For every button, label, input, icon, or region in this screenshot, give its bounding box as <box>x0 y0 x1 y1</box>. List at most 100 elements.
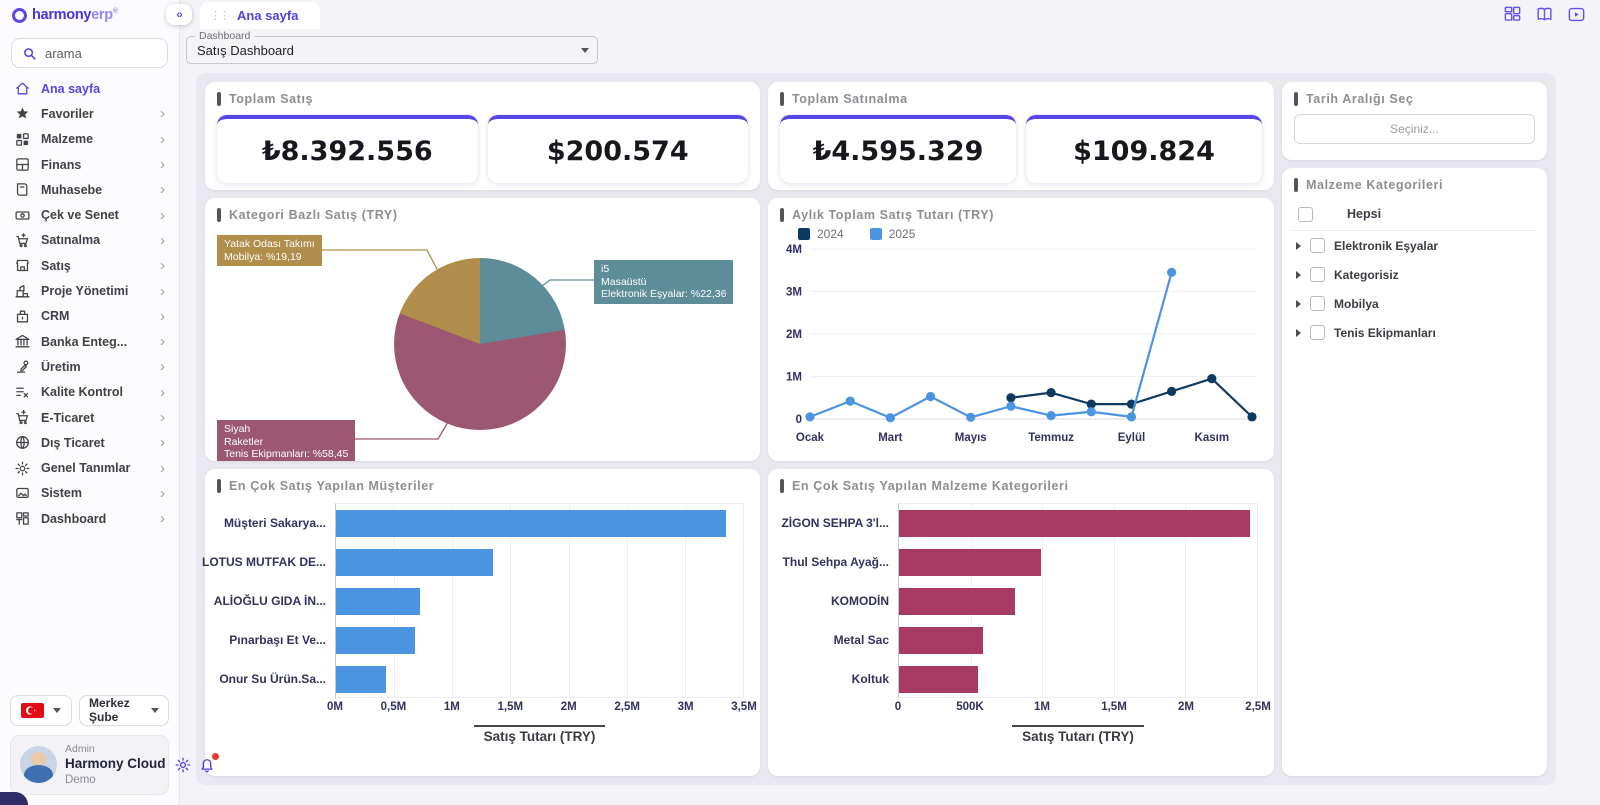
sidebar-item-label: Üretim <box>41 359 81 374</box>
card-accent-bar <box>217 92 221 106</box>
bar[interactable] <box>899 588 1015 615</box>
bar-label: Thul Sehpa Ayağ... <box>782 554 889 569</box>
dashboard-select[interactable]: Dashboard Satış Dashboard <box>186 30 598 64</box>
pie-label-tenis: Siyah Raketler Tenis Ekipmanları: %58,45 <box>217 420 356 461</box>
tab-label: Ana sayfa <box>237 8 299 23</box>
card-title: Toplam Satınalma <box>792 92 908 106</box>
expand-caret-icon[interactable] <box>1296 241 1301 250</box>
sidebar-item-muhasebe[interactable]: Muhasebe › <box>8 177 171 202</box>
turkish-flag-icon <box>20 702 44 718</box>
sidebar-item-label: Satınalma <box>41 233 101 248</box>
bar-label: LOTUS MUTFAK DE... <box>202 554 326 569</box>
expand-caret-icon[interactable] <box>1296 270 1301 279</box>
checkbox[interactable] <box>1298 206 1313 222</box>
sidebar-search[interactable] <box>11 38 168 68</box>
svg-text:1M: 1M <box>786 372 802 384</box>
sidebar-item-ek-ve-senet[interactable]: Çek ve Senet › <box>8 202 171 227</box>
category-label: Tenis Ekipmanları <box>1334 325 1436 340</box>
expand-caret-icon[interactable] <box>1296 299 1301 308</box>
sidebar-collapse-button[interactable]: ‹› <box>166 4 192 25</box>
bar[interactable] <box>336 666 387 693</box>
checkbox[interactable] <box>1310 296 1325 311</box>
category-all-row[interactable]: Hepsi <box>1292 198 1537 231</box>
tab-ana-sayfa[interactable]: ⋮⋮ Ana sayfa <box>200 2 321 29</box>
bar-label: Onur Su Ürün.Sa... <box>219 671 326 686</box>
store-icon <box>14 257 31 274</box>
sidebar-item-label: Genel Tanımlar <box>41 461 131 476</box>
pie-chart[interactable] <box>394 258 566 430</box>
bar-label: Müşteri Sakarya... <box>223 515 326 530</box>
x-tick: 0 <box>894 701 902 713</box>
x-axis-label: Satış Tutarı (TRY) <box>898 725 1258 746</box>
chevron-right-icon: › <box>160 231 165 249</box>
user-card[interactable]: Admin Harmony Cloud Demo <box>10 734 219 795</box>
bar[interactable] <box>899 666 978 693</box>
sidebar-item-ana-sayfa[interactable]: Ana sayfa <box>8 76 171 101</box>
finance-icon <box>14 156 31 173</box>
pie-label-mobilya: Yatak Odası Takımı Mobilya: %19,19 <box>217 235 322 267</box>
bar[interactable] <box>336 510 726 537</box>
sidebar-item-malzeme[interactable]: Malzeme › <box>8 127 171 152</box>
svg-text:Temmuz: Temmuz <box>1028 432 1074 444</box>
sidebar-item-label: Banka Enteg... <box>41 334 128 349</box>
sidebar-item-genel-tan-mlar[interactable]: Genel Tanımlar › <box>8 455 171 480</box>
expand-caret-icon[interactable] <box>1296 328 1301 337</box>
sidebar-item-label: Finans <box>41 157 82 172</box>
bar[interactable] <box>899 510 1250 537</box>
kpi-try-value: ₺8.392.556 <box>217 115 478 183</box>
x-tick: 0M <box>327 701 343 713</box>
widgets-icon[interactable] <box>1503 5 1522 24</box>
checkbox[interactable] <box>1310 267 1325 282</box>
x-tick: 2,5M <box>1245 701 1271 713</box>
sidebar-item-retim[interactable]: Üretim › <box>8 354 171 379</box>
tab-strip: ⋮⋮ Ana sayfa <box>181 0 1600 29</box>
sidebar-item-sat-nalma[interactable]: Satınalma › <box>8 228 171 253</box>
bar[interactable] <box>336 588 420 615</box>
notification-dot <box>211 752 219 760</box>
notifications-bell-icon[interactable] <box>198 752 219 774</box>
bar[interactable] <box>899 627 984 654</box>
date-range-input[interactable] <box>1294 114 1535 144</box>
language-select[interactable] <box>10 694 72 726</box>
dashboard-select-label: Dashboard <box>195 30 255 42</box>
sidebar-item-crm[interactable]: CRM › <box>8 304 171 329</box>
sidebar-item-sistem[interactable]: Sistem › <box>8 481 171 506</box>
checkbox[interactable] <box>1310 238 1325 253</box>
drag-handle-icon[interactable]: ⋮⋮ <box>210 10 230 22</box>
category-row-tenis-ekipmanlar[interactable]: Tenis Ekipmanları <box>1282 318 1547 347</box>
app-logo: harmonyerp® <box>0 0 179 30</box>
x-tick: 1M <box>443 701 460 713</box>
checkbox[interactable] <box>1310 325 1325 340</box>
search-input[interactable] <box>45 45 145 61</box>
category-row-elektronik-e-yalar[interactable]: Elektronik Eşyalar <box>1282 231 1547 260</box>
sidebar-item-d-ticaret[interactable]: Dış Ticaret › <box>8 430 171 455</box>
category-row-mobilya[interactable]: Mobilya <box>1282 289 1547 318</box>
sidebar-item-favoriler[interactable]: Favoriler › <box>8 101 171 126</box>
sidebar-item-banka-enteg[interactable]: Banka Enteg... › <box>8 329 171 354</box>
sidebar-item-sat[interactable]: Satış › <box>8 253 171 278</box>
logo-icon <box>12 7 27 23</box>
bar-chart-customers[interactable]: Müşteri Sakarya... LOTUS MUTFAK DE... ALİO… <box>202 497 760 746</box>
sidebar-item-e-ticaret[interactable]: E-Ticaret › <box>8 405 171 430</box>
x-tick: 1,5M <box>1101 701 1127 713</box>
sidebar-item-proje-y-netimi[interactable]: Proje Yönetimi › <box>8 278 171 303</box>
bar[interactable] <box>899 549 1041 576</box>
category-tree: Elektronik Eşyalar Kategorisiz Mobilya Teni… <box>1282 231 1547 347</box>
card-accent-bar <box>217 208 221 222</box>
category-row-kategorisiz[interactable]: Kategorisiz <box>1282 260 1547 289</box>
card-kategori-bazli-satis: Kategori Bazlı Satış (TRY) Yatak Odası T… <box>205 198 760 461</box>
bar[interactable] <box>336 549 493 576</box>
corner-decoration <box>0 792 28 805</box>
bar-label: Metal Sac <box>833 632 889 647</box>
branch-select[interactable]: Merkez Şube <box>79 694 169 726</box>
sidebar-item-finans[interactable]: Finans › <box>8 152 171 177</box>
line-chart[interactable]: 0 1M 2M 3M 4M Ocak Mart Mayıs Temmuz Eylül Kasım <box>768 241 1274 454</box>
video-icon[interactable] <box>1567 5 1586 24</box>
bar[interactable] <box>336 627 416 654</box>
x-tick: 3M <box>677 701 694 713</box>
sidebar-item-dashboard[interactable]: Dashboard › <box>8 506 171 531</box>
gear-icon[interactable] <box>174 756 192 774</box>
bar-chart-categories[interactable]: ZİGON SEHPA 3'l... Thul Sehpa Ayağ... KOMO… <box>768 497 1274 746</box>
book-icon[interactable] <box>1535 5 1554 24</box>
sidebar-item-kalite-kontrol[interactable]: Kalite Kontrol › <box>8 380 171 405</box>
